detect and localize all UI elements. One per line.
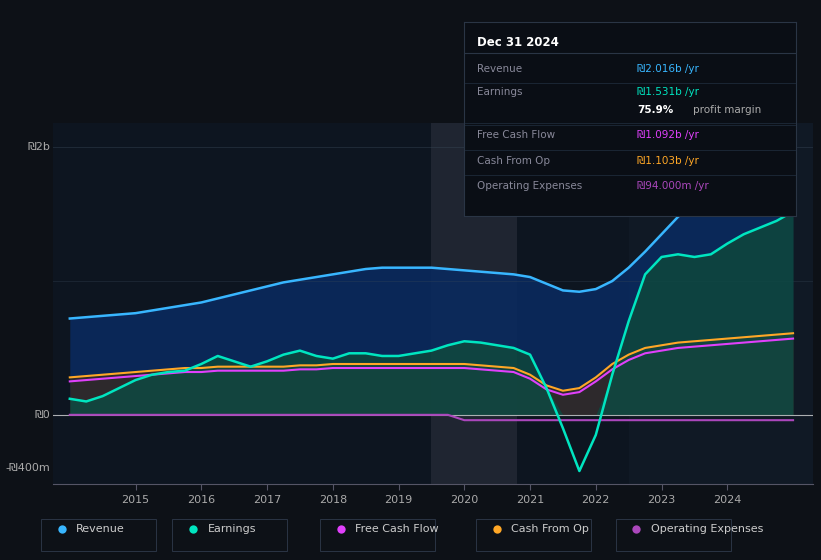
Text: profit margin: profit margin [693,105,762,115]
Text: -₪400m: -₪400m [6,463,51,473]
Text: Revenue: Revenue [477,64,522,74]
Text: Revenue: Revenue [76,524,125,534]
Text: 75.9%: 75.9% [637,105,673,115]
Bar [431,123,517,484]
Text: Operating Expenses: Operating Expenses [651,524,764,534]
Bar [629,123,813,484]
Text: Earnings: Earnings [477,87,523,97]
Text: Cash From Op: Cash From Op [511,524,589,534]
Text: ₪94.000m /yr: ₪94.000m /yr [637,181,709,190]
Text: ₪1.092b /yr: ₪1.092b /yr [637,130,699,141]
Text: ₪2b: ₪2b [28,142,51,152]
Text: Operating Expenses: Operating Expenses [477,181,582,190]
Text: Earnings: Earnings [208,524,256,534]
Text: ₪1.531b /yr: ₪1.531b /yr [637,87,699,97]
Text: Free Cash Flow: Free Cash Flow [477,130,555,141]
Text: ₪0: ₪0 [35,410,51,420]
Text: Free Cash Flow: Free Cash Flow [355,524,439,534]
Text: ₪2.016b /yr: ₪2.016b /yr [637,64,699,74]
Text: Dec 31 2024: Dec 31 2024 [477,36,559,49]
Text: Cash From Op: Cash From Op [477,156,550,166]
Text: ₪1.103b /yr: ₪1.103b /yr [637,156,699,166]
